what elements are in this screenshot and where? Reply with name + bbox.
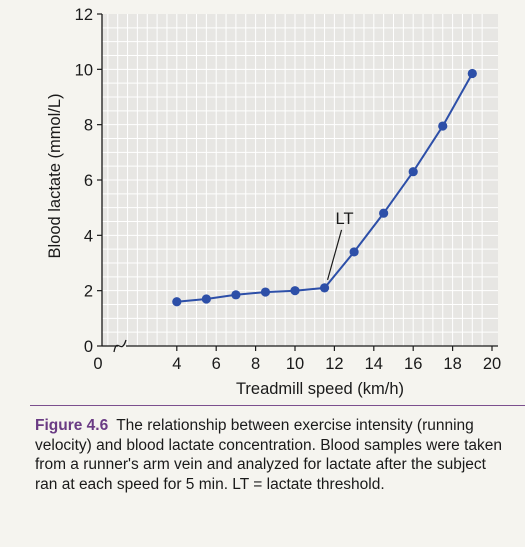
data-point [319, 283, 330, 293]
data-point [260, 287, 271, 297]
data-point [231, 290, 241, 300]
y-tick-label: 2 [84, 283, 93, 301]
y-tick-label: 12 [75, 6, 93, 24]
data-point [438, 121, 448, 131]
y-tick-label: 4 [84, 227, 93, 245]
x-tick-label: 18 [443, 355, 461, 373]
annotations: LT [326, 210, 354, 281]
x-tick-label: 14 [365, 355, 383, 373]
series [172, 68, 477, 307]
x-tick-label: 20 [483, 355, 501, 373]
x-tick-label: 4 [172, 355, 181, 373]
figure-label: Figure 4.6 [35, 417, 109, 434]
annotation-leader [326, 229, 343, 281]
y-axis-label: Blood lactate (mmol/L) [46, 93, 64, 258]
x-tick-label: 6 [212, 355, 221, 373]
x-axis-label: Treadmill speed (km/h) [236, 380, 404, 398]
y-tick-label: 6 [84, 172, 93, 190]
data-point [349, 247, 359, 257]
figure-caption: Figure 4.6 The relationship between exerc… [35, 416, 505, 494]
x-tick-label: 0 [93, 355, 102, 373]
y-tick-label: 8 [84, 117, 93, 135]
y-tick-label: 10 [75, 61, 93, 79]
data-point [290, 286, 300, 296]
x-tick-label: 8 [251, 355, 260, 373]
axis-break-icon [113, 339, 127, 353]
caption-text: The relationship between exercise intens… [35, 417, 502, 493]
data-point [172, 297, 182, 307]
data-point [201, 294, 211, 304]
data-point [408, 167, 418, 177]
lactate-chart: 0 2 4 6 8 10 12 0 4 6 8 10 12 14 16 18 20 LT Treadmill s… [46, 6, 502, 398]
caption-divider [30, 405, 525, 406]
annotation-label: LT [336, 210, 354, 228]
data-point [467, 68, 477, 79]
x-tick-label: 10 [286, 355, 304, 373]
tick-labels: 0 2 4 6 8 10 12 0 4 6 8 10 12 14 16 18 20 [75, 6, 502, 373]
x-tick-label: 16 [404, 355, 422, 373]
y-tick-label: 0 [84, 338, 93, 356]
data-point [379, 208, 389, 218]
x-tick-label: 12 [325, 355, 343, 373]
